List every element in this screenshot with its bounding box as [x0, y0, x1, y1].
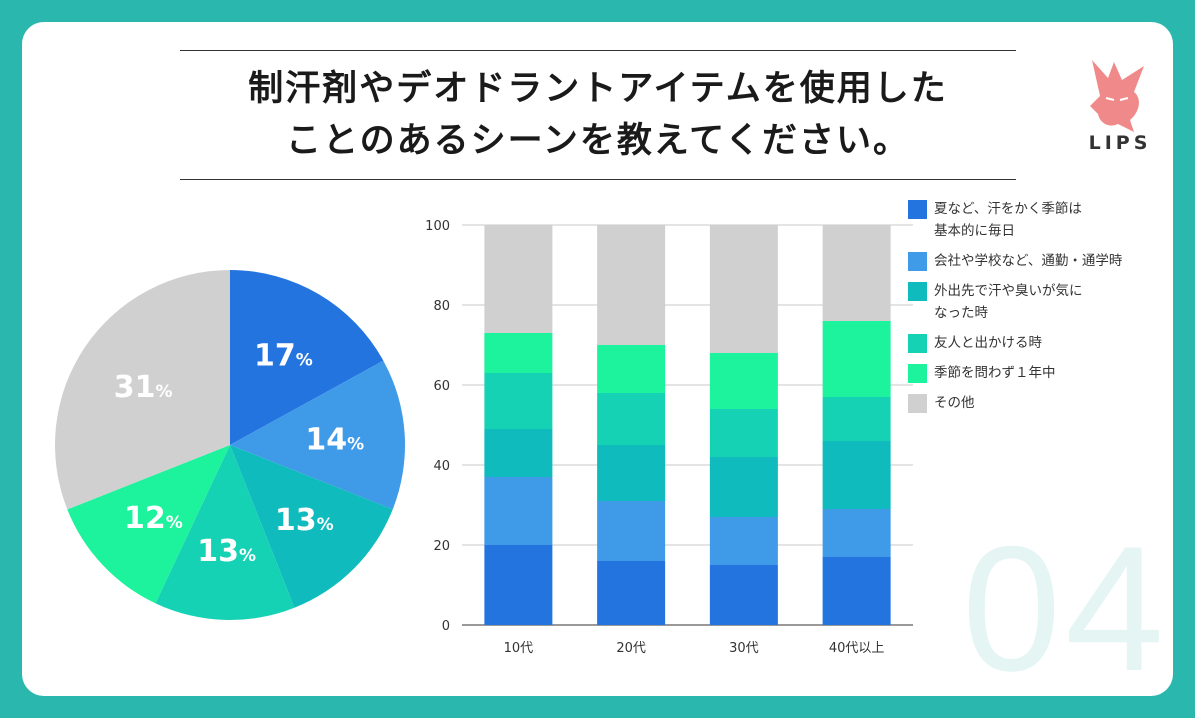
- title-line-2: ことのあるシーンを教えてください。: [285, 121, 911, 161]
- bar-segment: [822, 321, 891, 397]
- x-tick-label: 20代: [616, 641, 646, 656]
- y-tick-label: 40: [433, 459, 450, 474]
- y-tick-label: 100: [425, 219, 450, 234]
- legend-item: 友人と出かける時: [908, 332, 1148, 354]
- page-number-watermark: 04: [962, 509, 1168, 697]
- bar-segment: [597, 561, 666, 625]
- bar-segment: [597, 225, 666, 345]
- legend-item: 夏など、汗をかく季節は 基本的に毎日: [908, 198, 1148, 242]
- stacked-bar-chart: 0 20 40 60 80 100 10代 20代 30代 40代以上: [425, 219, 913, 656]
- bar-segment: [484, 225, 553, 333]
- bar-segment: [822, 441, 891, 509]
- lips-logo-icon: [1090, 60, 1144, 132]
- bar-segment: [709, 565, 778, 625]
- bar-segment: [709, 517, 778, 565]
- legend-label: 季節を問わず１年中: [934, 365, 1056, 381]
- pie-slice-label: 13%: [197, 534, 256, 569]
- x-tick-label: 10代: [504, 641, 534, 656]
- bar-segment: [822, 397, 891, 441]
- pie-slice: [67, 445, 230, 604]
- title-line-1: 制汗剤やデオドラントアイテムを使用した: [248, 69, 948, 109]
- bar-segment: [484, 429, 553, 477]
- legend-item: その他: [908, 392, 1148, 414]
- bar-segment: [709, 225, 778, 353]
- bar-segment: [822, 225, 891, 321]
- legend-swatch: [908, 334, 927, 353]
- legend-label: 夏など、汗をかく季節は 基本的に毎日: [934, 201, 1082, 239]
- pie-slice: [230, 270, 384, 445]
- legend-swatch: [908, 364, 927, 383]
- y-tick-label: 0: [442, 619, 450, 634]
- bar-segment: [709, 353, 778, 409]
- bar-segment: [709, 409, 778, 457]
- bar-segment: [597, 393, 666, 445]
- bar-segment: [597, 501, 666, 561]
- y-tick-label: 80: [433, 299, 450, 314]
- bar-legend: 夏など、汗をかく季節は 基本的に毎日会社や学校など、通勤・通学時外出先で汗や臭い…: [908, 198, 1148, 422]
- bar-segment: [709, 457, 778, 517]
- legend-swatch: [908, 282, 927, 301]
- x-tick-label: 40代以上: [829, 641, 885, 656]
- x-tick-label: 30代: [729, 641, 759, 656]
- legend-swatch: [908, 200, 927, 219]
- legend-label: その他: [934, 395, 975, 411]
- pie-slice: [155, 445, 295, 620]
- legend-item: 会社や学校など、通勤・通学時: [908, 250, 1148, 272]
- y-tick-label: 60: [433, 379, 450, 394]
- legend-label: 友人と出かける時: [934, 335, 1042, 351]
- pie-slice: [55, 270, 230, 510]
- bar-segment: [597, 445, 666, 501]
- pie-slice-label: 12%: [124, 501, 183, 536]
- pie-slice: [230, 360, 405, 510]
- bar-segment: [822, 557, 891, 625]
- title-block: 制汗剤やデオドラントアイテムを使用した ことのあるシーンを教えてください。: [180, 50, 1016, 180]
- bar-segment: [484, 373, 553, 429]
- pie-slice: [230, 445, 393, 608]
- pie-chart: 17%14%13%13%12%31%: [55, 270, 405, 620]
- bar-segment: [597, 345, 666, 393]
- bar-segment: [484, 545, 553, 625]
- bar-segment: [822, 509, 891, 557]
- legend-label: 外出先で汗や臭いが気に なった時: [934, 283, 1083, 321]
- legend-item: 季節を問わず１年中: [908, 362, 1148, 384]
- bar-segment: [484, 477, 553, 545]
- y-tick-label: 20: [433, 539, 450, 554]
- legend-item: 外出先で汗や臭いが気に なった時: [908, 280, 1148, 324]
- legend-label: 会社や学校など、通勤・通学時: [934, 253, 1123, 269]
- legend-swatch: [908, 394, 927, 413]
- bar-segment: [484, 333, 553, 373]
- logo-text: LIPS: [1088, 132, 1152, 154]
- legend-swatch: [908, 252, 927, 271]
